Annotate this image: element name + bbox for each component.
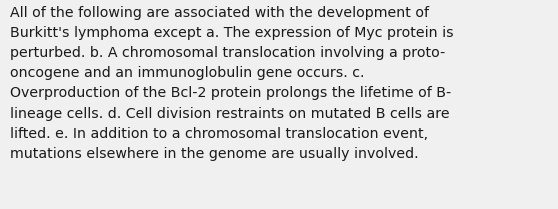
Text: All of the following are associated with the development of
Burkitt's lymphoma e: All of the following are associated with… <box>10 6 454 161</box>
